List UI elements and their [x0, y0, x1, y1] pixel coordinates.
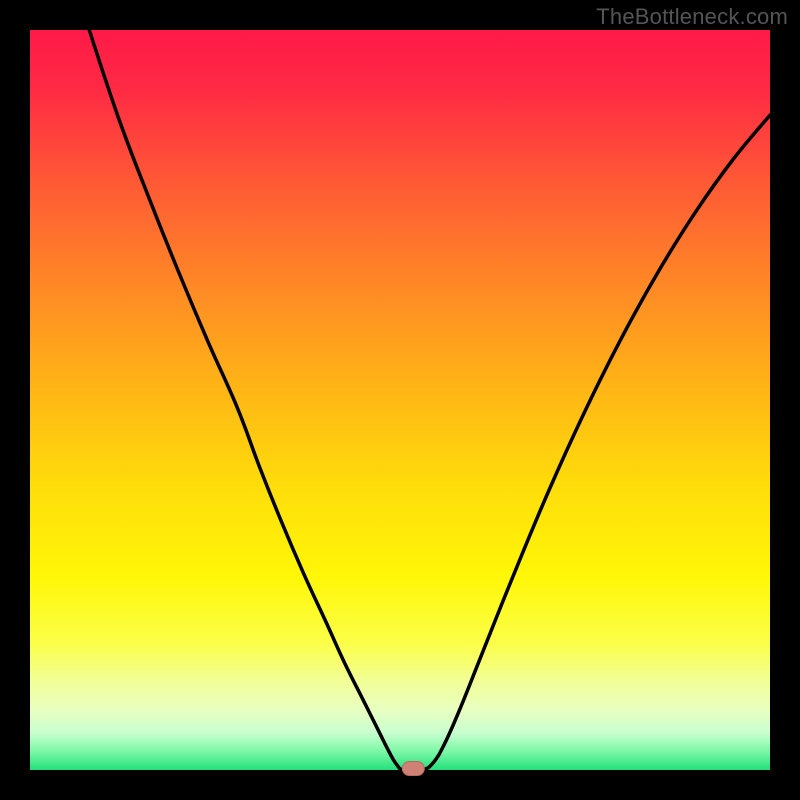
watermark-text: TheBottleneck.com: [596, 4, 788, 30]
optimal-marker: [402, 762, 424, 776]
plot-background: [30, 30, 770, 770]
chart-container: TheBottleneck.com: [0, 0, 800, 800]
bottleneck-chart: [0, 0, 800, 800]
